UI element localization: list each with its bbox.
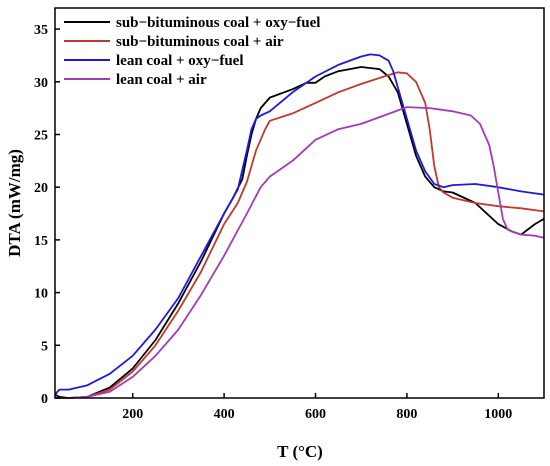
plot-series-group: [54, 53, 545, 399]
series-line-1: [55, 71, 545, 399]
y-axis-title: DTA (mW/mg): [5, 149, 24, 257]
y-tick-label: 20: [34, 181, 48, 196]
legend-label-0: sub−bituminous coal + oxy−fuel: [116, 15, 320, 31]
series-line-3: [55, 106, 545, 399]
y-tick-label: 35: [34, 23, 48, 38]
y-axis: 0 5 10 15 20 25 30 35: [34, 23, 60, 407]
y-tick-label: 25: [34, 128, 48, 143]
series-line-2: [54, 53, 545, 397]
y-tick-label: 10: [34, 287, 48, 302]
y-tick-label: 0: [41, 392, 48, 407]
x-axis-title: T (°C): [277, 442, 323, 461]
x-tick-label: 200: [122, 407, 143, 422]
y-tick-label: 30: [34, 76, 48, 91]
legend-label-1: sub−bituminous coal + air: [116, 34, 284, 50]
x-tick-label: 800: [396, 407, 417, 422]
y-tick-label: 5: [41, 339, 48, 354]
x-tick-label: 600: [305, 407, 326, 422]
plot-frame: [54, 7, 545, 399]
y-tick-label: 15: [34, 234, 48, 249]
legend-label-2: lean coal + oxy−fuel: [116, 53, 244, 69]
series-line-0: [54, 66, 545, 399]
x-tick-label: 1000: [484, 407, 512, 422]
x-axis: 200 400 600 800 1000: [122, 393, 512, 422]
x-tick-label: 400: [214, 407, 235, 422]
legend: sub−bituminous coal + oxy−fuel sub−bitumi…: [64, 15, 320, 88]
legend-label-3: lean coal + air: [116, 72, 207, 88]
